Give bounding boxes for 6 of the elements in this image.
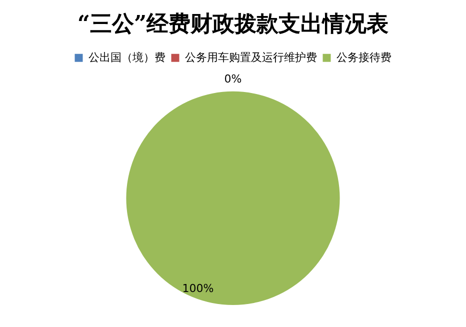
text: 0% xyxy=(224,72,242,86)
data-label: 100% xyxy=(182,282,214,295)
legend-label: 公出国（境）费 xyxy=(88,50,166,64)
chart-title: “三公”经费财政拨款支出情况表 xyxy=(77,10,389,37)
legend-label: 公务接待费 xyxy=(336,50,392,64)
legend-label: 公务用车购置及运行维护费 xyxy=(184,50,317,64)
